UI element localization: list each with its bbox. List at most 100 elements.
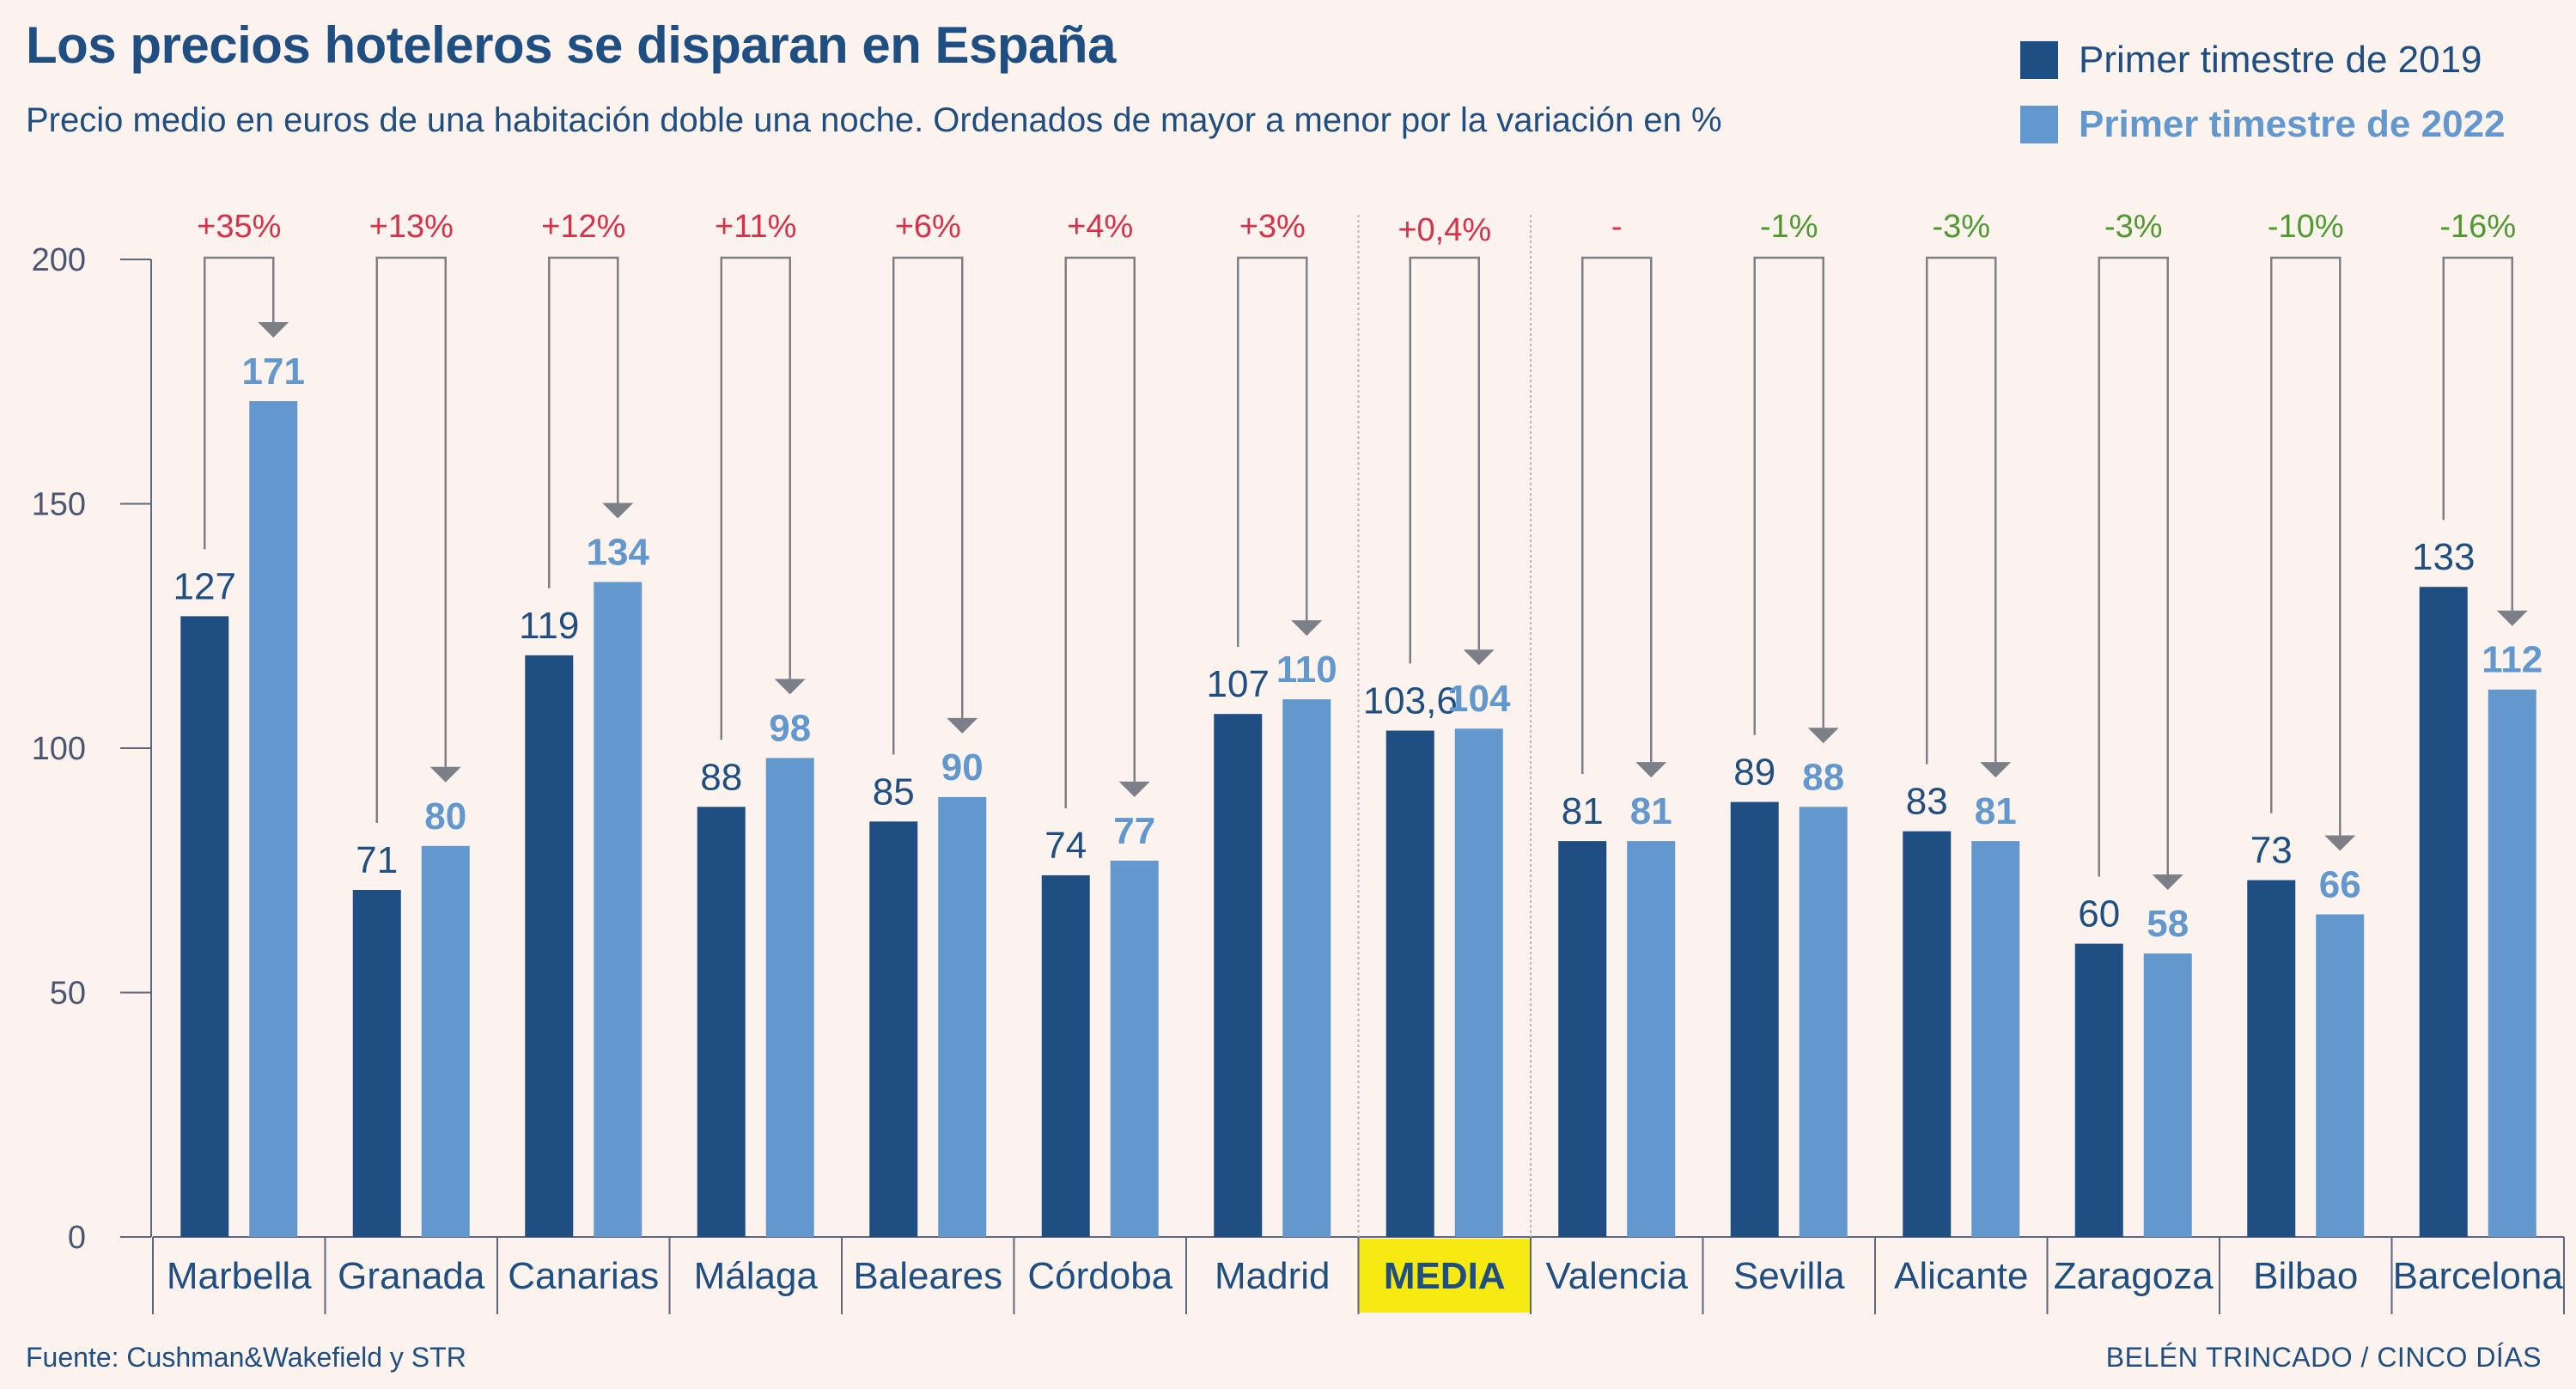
bar-2022-valencia xyxy=(1627,841,1676,1237)
value-label-2022-alicante: 81 xyxy=(1975,790,2017,832)
arrow-head-icon xyxy=(602,503,634,519)
variation-connector xyxy=(1409,256,1480,664)
variation-connector xyxy=(2098,256,2169,877)
bar-2022-zaragoza xyxy=(2143,953,2192,1237)
variation-connector xyxy=(375,256,447,824)
chart-title: Los precios hoteleros se disparan en Esp… xyxy=(26,16,1116,74)
y-tick-label: 100 xyxy=(32,731,86,767)
bar-2019-zaragoza xyxy=(2074,943,2123,1237)
value-label-2019-barcelona: 133 xyxy=(2412,536,2475,578)
category-label-granada: Granada xyxy=(338,1255,485,1297)
media-highlight-box xyxy=(1359,1239,1530,1313)
value-label-2019-alicante: 83 xyxy=(1906,781,1948,823)
category-label-alicante: Alicante xyxy=(1894,1255,2029,1297)
value-label-2019-malaga: 88 xyxy=(700,756,742,798)
arrow-head-icon xyxy=(2324,835,2356,851)
category-label-baleares: Baleares xyxy=(853,1255,1002,1297)
variation-connector xyxy=(1753,256,1824,735)
category-label-valencia: Valencia xyxy=(1545,1255,1688,1297)
y-tick-label: 50 xyxy=(50,976,86,1012)
variation-label-sevilla: -1% xyxy=(1760,209,1818,245)
value-label-2019-valencia: 81 xyxy=(1562,790,1604,832)
arrow-head-icon xyxy=(1807,728,1839,744)
arrow-head-icon xyxy=(774,679,806,695)
variation-label-media: +0,4% xyxy=(1398,212,1491,248)
value-label-2022-zaragoza: 58 xyxy=(2147,903,2189,945)
arrow-head-icon xyxy=(1463,649,1495,666)
category-label-canarias: Canarias xyxy=(508,1255,659,1297)
source-note: Fuente: Cushman&Wakefield y STR xyxy=(26,1342,466,1373)
value-label-2022-canarias: 134 xyxy=(587,532,650,574)
value-label-2019-zaragoza: 60 xyxy=(2078,893,2120,935)
value-label-2019-cordoba: 74 xyxy=(1044,825,1087,867)
variation-label-bilbao: -10% xyxy=(2268,209,2344,245)
value-label-2022-sevilla: 88 xyxy=(1802,756,1844,798)
bar-2019-malaga xyxy=(697,807,746,1237)
bar-2022-granada xyxy=(421,845,470,1237)
category-label-bilbao: Bilbao xyxy=(2253,1255,2358,1297)
variation-connector xyxy=(204,256,275,550)
variation-label-marbella: +35% xyxy=(197,209,281,245)
y-tick-label: 150 xyxy=(32,487,86,523)
variation-connector xyxy=(1064,256,1136,808)
arrow-head-icon xyxy=(2496,610,2528,626)
y-tick-label: 0 xyxy=(68,1220,86,1256)
legend-label-2019: Primer timestre de 2019 xyxy=(2079,39,2482,81)
variation-connector xyxy=(1237,256,1308,648)
value-label-2022-media: 104 xyxy=(1447,678,1511,720)
bar-2022-cordoba xyxy=(1110,860,1159,1237)
category-label-barcelona: Barcelona xyxy=(2393,1255,2564,1297)
variation-label-canarias: +12% xyxy=(541,209,625,245)
variation-label-malaga: +11% xyxy=(715,209,796,245)
variation-connector xyxy=(1581,256,1653,775)
bar-2019-bilbao xyxy=(2247,880,2296,1237)
arrow-head-icon xyxy=(1118,781,1150,797)
bar-layer xyxy=(180,401,2536,1237)
bar-2022-sevilla xyxy=(1799,807,1848,1237)
arrow-head-icon xyxy=(1980,762,2012,778)
category-label-media: MEDIA xyxy=(1384,1255,1506,1297)
legend-item-2019: Primer timestre de 2019 xyxy=(2020,39,2482,82)
bar-2022-madrid xyxy=(1282,699,1331,1237)
arrow-head-icon xyxy=(1291,620,1323,637)
value-label-2019-sevilla: 89 xyxy=(1733,752,1775,794)
bar-2019-cordoba xyxy=(1041,874,1090,1237)
value-label-2022-madrid: 110 xyxy=(1276,649,1337,691)
category-label-madrid: Madrid xyxy=(1215,1255,1331,1297)
variation-label-alicante: -3% xyxy=(1932,209,1990,245)
bar-2022-marbella xyxy=(249,401,298,1237)
bar-2022-canarias xyxy=(594,582,642,1237)
bar-2019-valencia xyxy=(1558,841,1607,1237)
variation-label-valencia: - xyxy=(1611,209,1623,245)
bar-2019-marbella xyxy=(180,616,229,1237)
variation-label-barcelona: -16% xyxy=(2439,209,2516,245)
bar-2019-alicante xyxy=(1903,831,1952,1237)
category-label-sevilla: Sevilla xyxy=(1733,1255,1845,1297)
value-label-2022-bilbao: 66 xyxy=(2319,863,2361,905)
value-label-2019-baleares: 85 xyxy=(873,771,915,813)
arrow-head-icon xyxy=(2152,874,2183,890)
variation-label-zaragoza: -3% xyxy=(2104,209,2163,245)
bar-2022-alicante xyxy=(1971,841,2020,1237)
legend-item-2022: Primer timestre de 2022 xyxy=(2020,103,2506,146)
variation-label-baleares: +6% xyxy=(895,209,961,245)
legend-label-2022: Primer timestre de 2022 xyxy=(2079,103,2506,145)
bar-2022-malaga xyxy=(765,758,814,1237)
bar-2022-bilbao xyxy=(2316,914,2365,1237)
bar-2019-baleares xyxy=(869,821,918,1237)
bar-2019-canarias xyxy=(525,655,574,1237)
value-label-2019-madrid: 107 xyxy=(1207,663,1270,705)
value-label-2022-baleares: 90 xyxy=(941,746,984,789)
bar-2019-madrid xyxy=(1214,714,1263,1237)
bar-2022-baleares xyxy=(938,796,987,1237)
value-label-2022-cordoba: 77 xyxy=(1113,810,1155,852)
variation-connector xyxy=(2442,256,2513,611)
value-label-2022-malaga: 98 xyxy=(769,707,811,749)
value-label-2019-granada: 71 xyxy=(356,839,398,881)
category-label-marbella: Marbella xyxy=(167,1255,312,1297)
arrow-head-icon xyxy=(1635,762,1667,778)
variation-connector xyxy=(1926,256,1997,765)
variation-label-granada: +13% xyxy=(369,209,454,245)
